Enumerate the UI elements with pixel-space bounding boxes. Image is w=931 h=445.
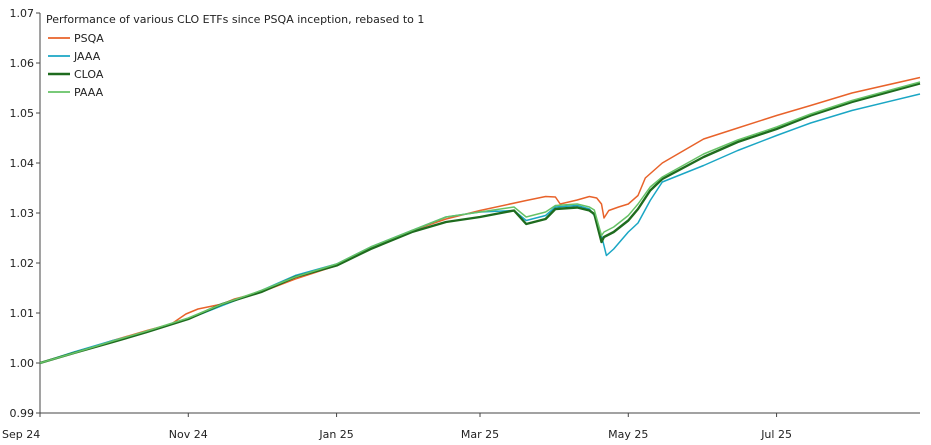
series-line-paaa [39, 81, 921, 364]
axes: 0.99 1.00 1.01 1.02 1.03 1.04 1.05 1.06 1.07 Sep … [2, 7, 920, 441]
legend-label-cloa: CLOA [74, 68, 104, 81]
legend-label-paaa: PAAA [74, 86, 104, 99]
y-tick-label: 1.07 [10, 7, 35, 20]
y-tick-label: 1.04 [10, 157, 35, 170]
x-tick-label: Jan 25 [318, 428, 353, 441]
y-tick-label: 0.99 [10, 407, 35, 420]
y-tick-label: 1.02 [10, 257, 35, 270]
series-line-psqa [39, 76, 921, 364]
legend-label-psqa: PSQA [74, 32, 104, 45]
x-tick-label: Jul 25 [760, 428, 792, 441]
y-tick-label: 1.00 [10, 357, 35, 370]
x-tick-label: Mar 25 [461, 428, 499, 441]
x-tick-label: Nov 24 [169, 428, 208, 441]
legend: PSQA JAAA CLOA PAAA [48, 32, 104, 99]
series-layer [39, 76, 921, 365]
y-tick-label: 1.05 [10, 107, 35, 120]
x-tick-label: May 25 [608, 428, 648, 441]
y-tick-label: 1.03 [10, 207, 35, 220]
y-tick-label: 1.01 [10, 307, 35, 320]
chart-title: Performance of various CLO ETFs since PS… [46, 13, 424, 26]
legend-label-jaaa: JAAA [73, 50, 101, 63]
y-tick-label: 1.06 [10, 57, 35, 70]
x-tick-label: Sep 24 [2, 428, 40, 441]
